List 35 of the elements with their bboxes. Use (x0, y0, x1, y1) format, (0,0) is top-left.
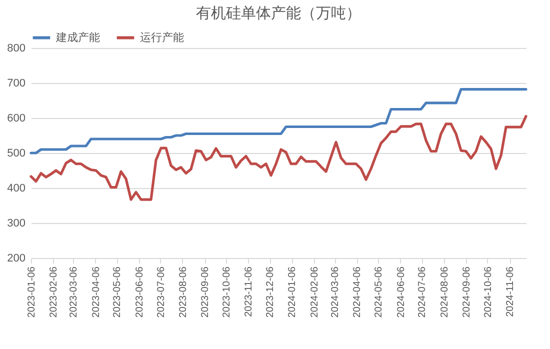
y-tick-label: 600 (7, 112, 26, 124)
x-tick-label: 2023-06-06 (134, 266, 146, 318)
y-tick-label: 400 (7, 182, 26, 194)
x-tick-label: 2023-09-06 (200, 266, 212, 318)
chart-title: 有机硅单体产能（万吨） (196, 5, 361, 22)
x-tick-label: 2024-08-06 (439, 266, 450, 318)
x-tick-label: 2023-10-06 (222, 266, 232, 318)
legend-label: 运行产能 (140, 30, 184, 44)
y-tick-label: 300 (7, 218, 26, 230)
x-tick-label: 2023-02-06 (48, 266, 60, 318)
y-tick-label: 700 (7, 78, 26, 90)
legend-label: 建成产能 (55, 30, 100, 44)
x-tick-label: 2023-05-06 (112, 266, 124, 318)
x-tick-label: 2024-11-06 (505, 266, 516, 317)
line-series (30, 88, 528, 154)
x-tick-label: 2024-04-06 (352, 266, 364, 318)
x-tick-label: 2023-04-06 (90, 266, 102, 318)
x-tick-label: 2024-09-06 (462, 266, 472, 318)
x-tick-label: 2023-08-06 (178, 266, 189, 318)
y-tick-label: 500 (7, 148, 26, 160)
x-tick-label: 2024-05-06 (374, 266, 385, 318)
x-tick-label: 2023-01-06 (26, 266, 38, 318)
x-tick-label: 2023-07-06 (156, 266, 167, 318)
x-tick-label: 2024-10-06 (482, 266, 494, 318)
y-tick-label: 200 (7, 252, 26, 264)
x-tick-label: 2024-01-06 (287, 266, 298, 318)
x-tick-label: 2023-03-06 (68, 266, 80, 318)
x-tick-label: 2024-02-06 (309, 266, 320, 318)
x-tick-label: 2024-07-06 (417, 266, 428, 318)
x-tick-label: 2024-06-06 (396, 266, 407, 318)
x-tick-label: 2023-11-06 (244, 266, 255, 317)
x-tick-label: 2024-03-06 (330, 266, 342, 318)
y-tick-label: 800 (7, 42, 26, 54)
line-series (30, 114, 528, 201)
x-tick-label: 2023-12-06 (265, 266, 276, 318)
